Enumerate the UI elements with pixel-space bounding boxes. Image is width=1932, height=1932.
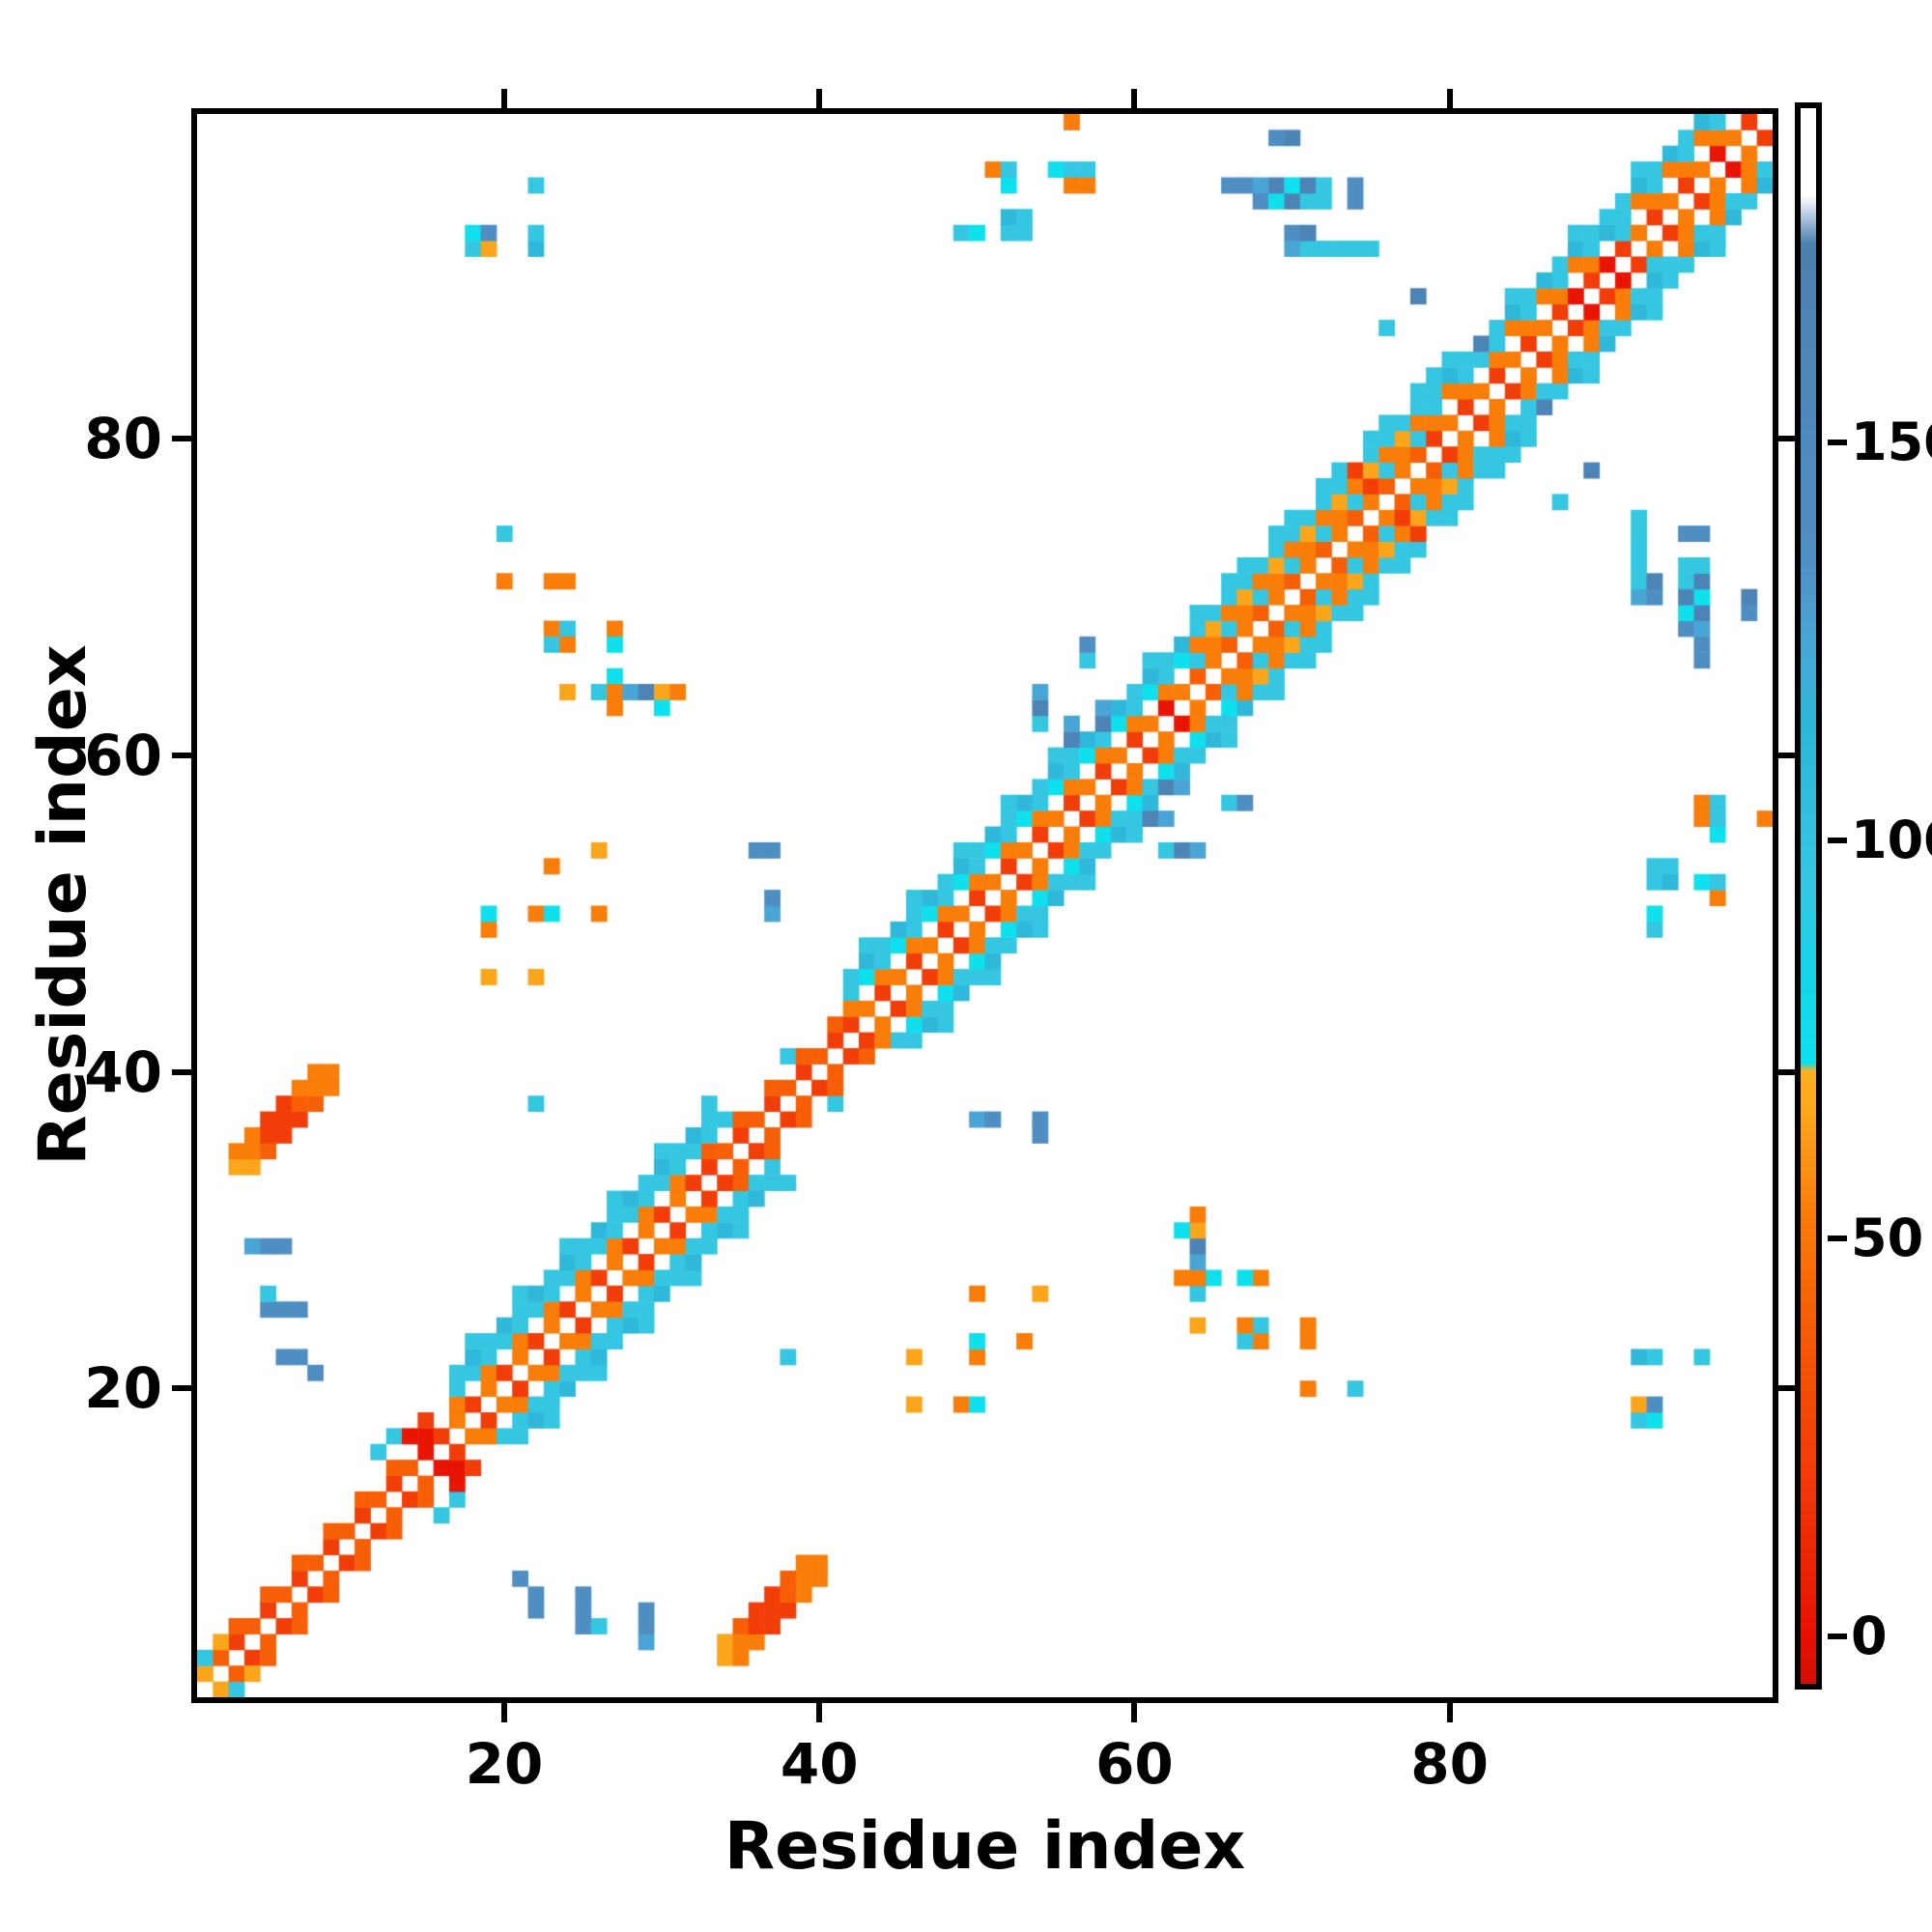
x-tick-mark [1446,1703,1453,1722]
y-tick-mark-right [1778,752,1798,758]
y-axis-label: Residue index [25,644,101,1166]
colorbar-tick-label: 100 [1851,809,1932,870]
y-tick-mark [172,435,191,441]
colorbar-tick-mark [1828,837,1847,843]
y-tick-mark [172,1385,191,1392]
colorbar [1795,102,1822,1690]
x-axis-label: Residue index [724,1808,1246,1885]
y-tick-mark-right [1778,1068,1798,1075]
y-tick-mark-right [1778,1385,1798,1392]
x-tick-label: 60 [1095,1731,1174,1797]
colorbar-tick-mark [1828,1633,1847,1639]
x-tick-label: 80 [1410,1731,1489,1797]
heatmap-canvas [197,114,1773,1697]
x-tick-mark-top [1446,89,1453,108]
colorbar-tick-label: 0 [1851,1605,1888,1666]
colorbar-tick-mark [1828,439,1847,445]
y-tick-label: 60 [84,722,162,788]
y-tick-mark-right [1778,435,1798,441]
y-tick-label: 40 [84,1038,162,1105]
plot-area [191,108,1778,1703]
x-tick-label: 20 [465,1731,544,1797]
x-tick-mark-top [816,89,823,108]
x-tick-label: 40 [780,1731,859,1797]
y-tick-mark [172,752,191,758]
x-tick-mark-top [501,89,508,108]
y-tick-label: 80 [84,405,162,471]
y-tick-mark [172,1068,191,1075]
x-tick-mark [816,1703,823,1722]
colorbar-tick-mark [1828,1235,1847,1241]
x-tick-mark-top [1131,89,1138,108]
x-tick-mark [1131,1703,1138,1722]
x-tick-mark [501,1703,508,1722]
y-tick-label: 20 [84,1355,162,1422]
colorbar-tick-label: 50 [1851,1207,1924,1268]
colorbar-gradient [1801,108,1816,1684]
colorbar-tick-label: 150 [1851,411,1932,472]
